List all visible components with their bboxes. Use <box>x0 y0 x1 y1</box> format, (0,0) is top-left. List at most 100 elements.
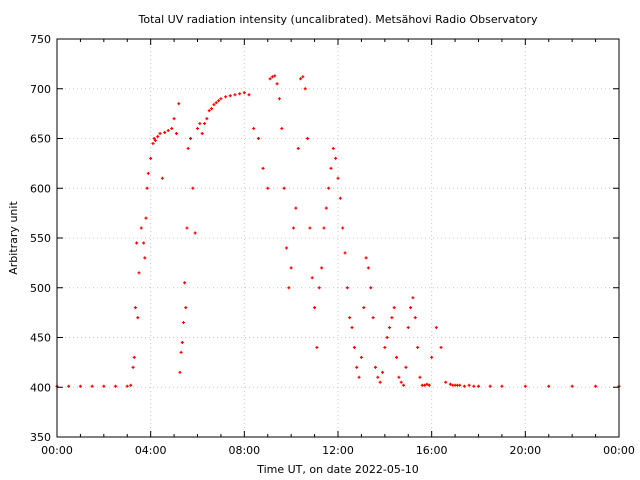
data-point <box>413 316 417 320</box>
data-point <box>355 365 359 369</box>
data-point <box>397 375 401 379</box>
data-point <box>78 384 82 388</box>
data-point <box>320 266 324 270</box>
data-point <box>331 146 335 150</box>
data-point <box>392 306 396 310</box>
data-point <box>219 97 223 101</box>
y-axis-label: Arbitrary unit <box>7 201 20 275</box>
data-point <box>369 286 373 290</box>
data-point <box>345 286 349 290</box>
data-point <box>203 122 207 126</box>
data-point <box>310 276 314 280</box>
data-point <box>143 256 147 260</box>
data-point <box>273 74 277 78</box>
data-point <box>266 186 270 190</box>
data-point <box>212 103 216 107</box>
data-point <box>406 326 410 330</box>
data-point <box>136 316 140 320</box>
data-point <box>306 137 310 140</box>
data-point <box>270 75 274 79</box>
data-point <box>385 336 389 339</box>
data-point <box>299 77 303 81</box>
data-point <box>160 176 164 180</box>
data-point <box>133 306 137 310</box>
data-point <box>383 345 387 349</box>
x-tick-label: 16:00 <box>416 444 448 457</box>
data-point <box>174 132 178 136</box>
data-point <box>357 375 361 379</box>
data-point <box>188 137 192 140</box>
data-point <box>395 355 399 359</box>
x-tick-label: 12:00 <box>322 444 354 457</box>
data-point <box>282 186 286 190</box>
data-point <box>156 135 160 139</box>
y-tick-label: 350 <box>30 431 51 444</box>
data-point <box>462 384 466 388</box>
data-point <box>289 266 293 270</box>
data-point <box>256 137 260 140</box>
data-point <box>177 102 181 106</box>
chart-title: Total UV radiation intensity (uncalibrat… <box>138 13 538 26</box>
data-point <box>444 380 448 384</box>
data-point <box>477 384 480 388</box>
tick-labels: 350 400 450 500 550 600 650 700 750 00:00 04:00 08:… <box>30 33 635 457</box>
data-point <box>186 146 190 150</box>
data-point <box>373 365 377 369</box>
data-point <box>275 82 279 86</box>
data-point <box>350 326 354 330</box>
data-point <box>317 286 321 290</box>
data-point <box>280 127 284 131</box>
data-point <box>247 93 251 97</box>
data-point <box>547 384 551 388</box>
data-point <box>228 94 232 98</box>
data-point <box>336 176 340 180</box>
data-point <box>364 256 368 260</box>
data-point <box>472 384 476 388</box>
data-point <box>180 340 184 344</box>
data-point <box>67 384 71 388</box>
data-point <box>233 93 237 97</box>
data-point <box>402 383 406 387</box>
data-point <box>301 75 305 79</box>
data-point <box>131 365 135 369</box>
data-point <box>242 91 246 95</box>
data-point <box>132 355 136 359</box>
data-point <box>149 156 153 160</box>
data-point <box>341 226 345 230</box>
data-point <box>427 383 431 387</box>
data-point <box>277 97 281 101</box>
data-point <box>348 316 352 320</box>
x-tick-label: 04:00 <box>135 444 167 457</box>
data-point <box>185 226 189 230</box>
x-tick-label: 00:00 <box>603 444 635 457</box>
data-point <box>294 206 298 210</box>
data-point <box>181 321 185 325</box>
data-point <box>523 384 527 388</box>
data-point <box>380 370 384 374</box>
data-point <box>467 383 471 387</box>
data-point <box>152 137 156 140</box>
data-point <box>158 132 162 136</box>
data-point <box>418 375 422 379</box>
data-point <box>139 226 143 230</box>
data-point <box>214 101 218 105</box>
data-point <box>137 271 141 275</box>
data-point <box>324 206 328 210</box>
data-point <box>178 370 182 374</box>
y-tick-label: 700 <box>30 83 51 96</box>
data-point <box>261 166 265 170</box>
data-point <box>315 345 319 349</box>
data-point <box>423 383 427 387</box>
data-point <box>404 365 408 369</box>
data-point <box>334 156 338 160</box>
ticks <box>56 38 620 438</box>
data-point <box>594 384 598 388</box>
data-point <box>500 384 504 388</box>
data-point <box>303 87 307 91</box>
data-point <box>570 384 574 388</box>
data-point <box>217 99 221 103</box>
data-point <box>292 226 296 230</box>
data-point <box>430 355 434 359</box>
y-tick-label: 600 <box>30 182 51 195</box>
